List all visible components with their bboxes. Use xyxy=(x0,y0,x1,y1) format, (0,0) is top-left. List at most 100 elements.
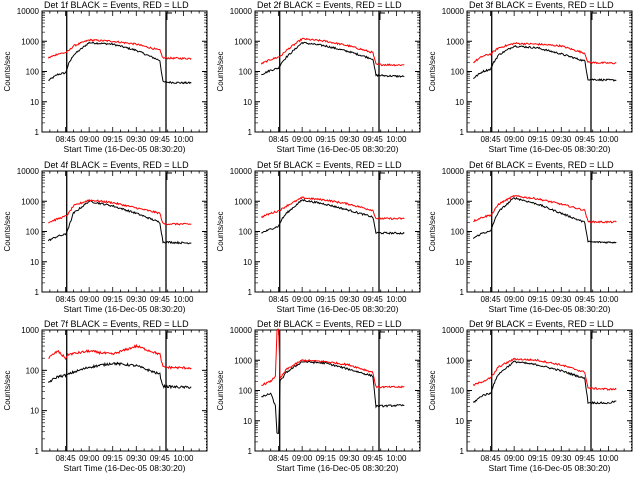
x-axis-label: Start Time (16-Dec-05 08:30:20) xyxy=(64,304,186,314)
x-tick-label: 10:00 xyxy=(598,135,619,144)
series-lld-line xyxy=(260,196,405,221)
y-tick-label: 10000 xyxy=(230,326,253,335)
series-events-line xyxy=(47,361,192,390)
series-events-line xyxy=(261,360,405,434)
interval-end-bracket xyxy=(591,172,597,180)
x-tick-label: 09:15 xyxy=(316,454,337,463)
y-tick-label: 100 xyxy=(451,228,465,237)
y-tick-label: 1000 xyxy=(234,37,252,46)
panel-title: Det 3f BLACK = Events, RED = LLD xyxy=(469,0,614,10)
x-tick-label: 10:00 xyxy=(598,295,619,304)
panel-title: Det 5f BLACK = Events, RED = LLD xyxy=(257,160,402,170)
y-tick-label: 1000 xyxy=(21,326,39,335)
y-tick-label: 10 xyxy=(30,98,39,107)
y-axis-label: Counts/sec xyxy=(216,370,225,410)
x-tick-label: 09:00 xyxy=(292,295,313,304)
y-tick-label: 1 xyxy=(35,288,40,297)
x-tick-label: 09:00 xyxy=(79,135,100,144)
x-axis-label: Start Time (16-Dec-05 08:30:20) xyxy=(277,304,399,314)
x-axis-label: Start Time (16-Dec-05 08:30:20) xyxy=(489,144,611,154)
y-tick-label: 1 xyxy=(248,288,253,297)
x-tick-label: 08:45 xyxy=(269,454,290,463)
x-tick-label: 09:00 xyxy=(292,454,313,463)
y-tick-label: 10000 xyxy=(442,7,465,16)
x-tick-label: 08:45 xyxy=(56,454,77,463)
series-events-line xyxy=(261,41,405,78)
panel-title: Det 8f BLACK = Events, RED = LLD xyxy=(257,319,402,329)
y-axis-label: Counts/sec xyxy=(216,51,225,91)
y-tick-label: 10 xyxy=(243,417,252,426)
x-tick-label: 10:00 xyxy=(173,295,194,304)
x-tick-label: 09:45 xyxy=(363,454,384,463)
x-tick-label: 08:45 xyxy=(56,135,77,144)
x-tick-label: 09:00 xyxy=(504,295,525,304)
panel-title: Det 7f BLACK = Events, RED = LLD xyxy=(44,319,189,329)
series-lld-line xyxy=(472,357,617,391)
series-lld-line xyxy=(261,328,405,389)
panel-det-3: Det 3f BLACK = Events, RED = LLD 1 10 100 10… xyxy=(428,0,633,154)
panel-det-8: Det 8f BLACK = Events, RED = LLD 1 10 100 10… xyxy=(216,319,421,473)
x-tick-label: 09:45 xyxy=(150,454,171,463)
y-tick-label: 1000 xyxy=(446,197,464,206)
y-tick-label: 10000 xyxy=(230,7,253,16)
x-tick-label: 08:45 xyxy=(56,295,77,304)
x-tick-label: 10:00 xyxy=(386,454,407,463)
x-tick-label: 09:15 xyxy=(103,135,124,144)
series-events-line xyxy=(472,360,617,405)
y-tick-label: 1000 xyxy=(234,197,252,206)
x-tick-label: 09:30 xyxy=(126,135,147,144)
series-lld-line xyxy=(47,38,192,60)
interval-end-bracket xyxy=(166,12,172,20)
y-tick-label: 1000 xyxy=(21,37,39,46)
interval-end-bracket xyxy=(379,331,385,339)
x-tick-label: 09:00 xyxy=(79,454,100,463)
y-tick-label: 100 xyxy=(451,387,465,396)
panel-det-7: Det 7f BLACK = Events, RED = LLD 1 10 100 10… xyxy=(3,319,208,473)
y-tick-label: 1000 xyxy=(21,197,39,206)
x-tick-label: 09:30 xyxy=(339,295,360,304)
x-tick-label: 10:00 xyxy=(386,135,407,144)
y-tick-label: 1000 xyxy=(446,356,464,365)
y-tick-label: 10000 xyxy=(442,167,465,176)
x-tick-label: 09:45 xyxy=(150,135,171,144)
y-tick-label: 10 xyxy=(30,258,39,267)
x-tick-label: 08:45 xyxy=(481,454,502,463)
series-events-line xyxy=(473,44,617,82)
x-tick-label: 09:45 xyxy=(150,295,171,304)
y-tick-label: 1000 xyxy=(234,356,252,365)
x-tick-label: 08:45 xyxy=(269,135,290,144)
x-tick-label: 09:15 xyxy=(528,135,549,144)
y-tick-label: 10 xyxy=(243,258,252,267)
x-axis-label: Start Time (16-Dec-05 08:30:20) xyxy=(489,463,611,473)
panel-det-2: Det 2f BLACK = Events, RED = LLD 1 10 100 10… xyxy=(216,0,421,154)
x-tick-label: 08:45 xyxy=(481,135,502,144)
panel-title: Det 4f BLACK = Events, RED = LLD xyxy=(44,160,189,170)
interval-end-bracket xyxy=(379,12,385,20)
y-tick-label: 10 xyxy=(455,98,464,107)
x-tick-label: 09:15 xyxy=(528,454,549,463)
x-tick-label: 09:00 xyxy=(79,295,100,304)
series-lld-line xyxy=(48,199,192,226)
y-tick-label: 1 xyxy=(460,288,465,297)
y-tick-label: 10000 xyxy=(230,167,253,176)
panel-det-4: Det 4f BLACK = Events, RED = LLD 1 10 100 10… xyxy=(3,160,208,314)
y-tick-label: 1 xyxy=(35,128,40,137)
x-tick-label: 10:00 xyxy=(173,135,194,144)
y-tick-label: 1 xyxy=(248,128,253,137)
y-tick-label: 1 xyxy=(248,447,253,456)
x-tick-label: 10:00 xyxy=(173,454,194,463)
interval-end-bracket xyxy=(166,331,172,339)
y-tick-label: 10000 xyxy=(442,326,465,335)
x-tick-label: 09:15 xyxy=(103,454,124,463)
y-tick-label: 100 xyxy=(239,387,253,396)
x-tick-label: 09:15 xyxy=(103,295,124,304)
x-tick-label: 09:45 xyxy=(575,295,596,304)
x-tick-label: 10:00 xyxy=(386,295,407,304)
series-events-line xyxy=(472,196,617,244)
x-tick-label: 08:45 xyxy=(481,295,502,304)
y-axis-label: Counts/sec xyxy=(3,211,12,251)
x-axis-label: Start Time (16-Dec-05 08:30:20) xyxy=(277,463,399,473)
series-events-line xyxy=(261,199,405,235)
y-axis-label: Counts/sec xyxy=(216,211,225,251)
x-tick-label: 09:30 xyxy=(551,454,572,463)
